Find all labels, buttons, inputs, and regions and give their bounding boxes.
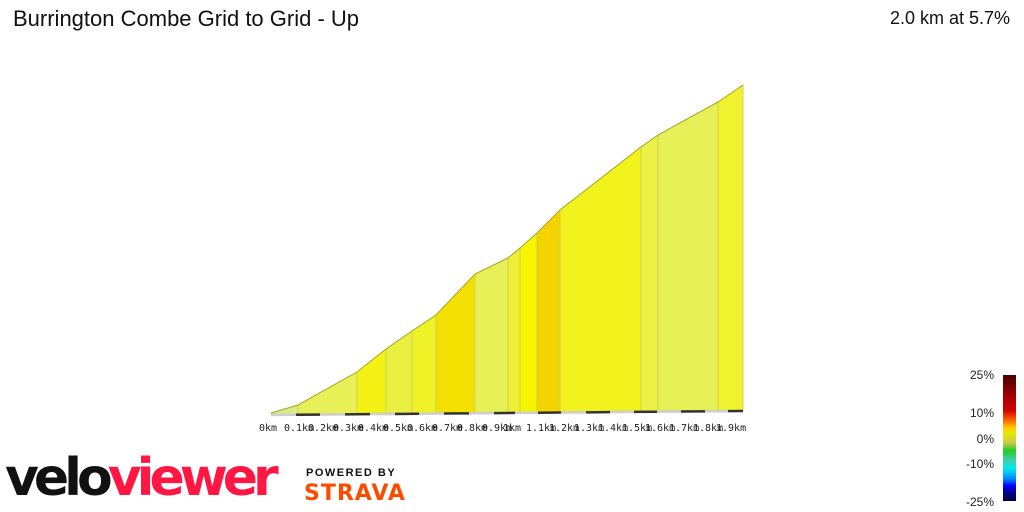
gradient-legend-colorbar: [1003, 375, 1016, 501]
x-tick-label: 0.8km: [457, 423, 487, 434]
profile-segment: [519, 232, 538, 413]
profile-segment: [536, 209, 561, 413]
distance-scale-bar: [270, 409, 744, 417]
x-tick-label: 0.2km: [308, 423, 338, 434]
powered-by-label: POWERED BY: [306, 467, 397, 479]
profile-segment: [717, 84, 744, 411]
x-axis-tick-labels: 0km 0.1km0.2km0.3km0.4km0.5km0.6km0.7km0.…: [259, 423, 746, 434]
legend-label: 25%: [969, 368, 994, 382]
x-tick-label: 0.3km: [333, 423, 363, 434]
profile-segment: [356, 348, 387, 414]
strava-logo[interactable]: STRAVA: [304, 481, 406, 506]
x-tick-label: 1.9km: [716, 423, 746, 434]
profile-segment: [385, 330, 413, 414]
profile-outline: [270, 84, 744, 414]
legend-label: -25%: [965, 495, 994, 509]
x-tick-label: 1.8km: [693, 423, 723, 434]
x-tick-label: 1.5km: [622, 423, 652, 434]
x-tick-label: 0.9km: [482, 423, 512, 434]
x-tick-label: 0km: [259, 423, 277, 434]
x-tick-label: 0.4km: [358, 423, 388, 434]
profile-segment: [297, 371, 358, 415]
x-tick-label: 1.4km: [598, 423, 628, 434]
profile-segment: [507, 247, 521, 413]
x-tick-label: 1km: [503, 423, 521, 434]
veloviewer-logo[interactable]: veloviewer: [5, 448, 279, 508]
segment-summary: 2.0 km at 5.7%: [889, 8, 1010, 28]
x-tick-label: 1.7km: [669, 423, 699, 434]
legend-label: -10%: [965, 457, 994, 471]
profile-segment: [640, 134, 659, 412]
profile-segments: [270, 84, 744, 415]
x-tick-label: 0.5km: [383, 423, 413, 434]
x-tick-label: 1.6km: [645, 423, 675, 434]
legend-label: 0%: [976, 432, 994, 446]
segment-title: Burrington Combe Grid to Grid - Up: [13, 6, 360, 31]
x-tick-label: 1.3km: [574, 423, 604, 434]
logo-velo-text: velo: [5, 448, 113, 508]
x-tick-label: 1.2km: [549, 423, 579, 434]
x-tick-label: 0.6km: [407, 423, 437, 434]
legend-label: 10%: [969, 406, 994, 420]
logo-viewer-text: viewer: [107, 448, 279, 508]
x-tick-label: 0.7km: [432, 423, 462, 434]
x-tick-label: 1.1km: [526, 423, 556, 434]
x-tick-label: 0.1km: [284, 423, 314, 434]
profile-segment: [657, 101, 719, 412]
profile-segment: [474, 257, 509, 413]
profile-segment: [559, 146, 642, 412]
profile-segment: [411, 314, 437, 414]
